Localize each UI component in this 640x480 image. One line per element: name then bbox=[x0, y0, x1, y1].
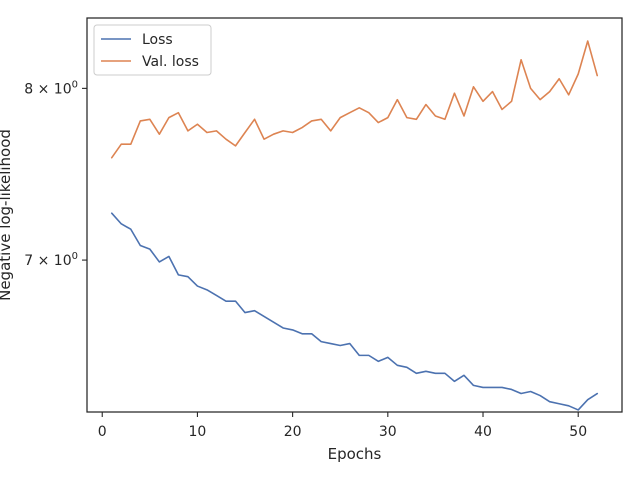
series-line-1 bbox=[110, 212, 599, 411]
x-tick-label: 20 bbox=[284, 424, 302, 440]
series-line-2 bbox=[110, 40, 599, 159]
x-axis-label: Epochs bbox=[328, 445, 382, 463]
legend: Loss Val. loss bbox=[93, 24, 212, 76]
plot-frame bbox=[86, 17, 623, 413]
legend-box bbox=[93, 24, 212, 76]
x-tick-label: 10 bbox=[189, 424, 207, 440]
x-tick-label: 0 bbox=[98, 424, 107, 440]
y-tick-label: 7 × 100 bbox=[24, 251, 78, 269]
legend-label-2: Val. loss bbox=[142, 54, 199, 70]
legend-label-1: Loss bbox=[142, 32, 173, 48]
x-tick-label: 30 bbox=[379, 424, 397, 440]
x-tick-label: 40 bbox=[474, 424, 492, 440]
y-tick-label: 8 × 100 bbox=[24, 79, 78, 97]
x-tick-label: 50 bbox=[569, 424, 587, 440]
y-axis-label: Negative log-likelihood bbox=[0, 129, 14, 301]
